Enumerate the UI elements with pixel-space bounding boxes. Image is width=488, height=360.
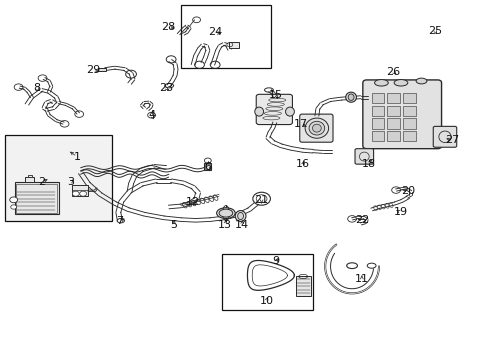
- Text: 8: 8: [33, 83, 40, 93]
- Bar: [228, 42, 238, 48]
- Bar: [5, 135, 112, 221]
- Ellipse shape: [393, 80, 407, 86]
- Text: 9: 9: [272, 256, 279, 266]
- Text: 18: 18: [362, 159, 375, 169]
- Text: 22: 22: [354, 215, 368, 225]
- Text: 17: 17: [293, 119, 307, 129]
- Circle shape: [10, 197, 18, 203]
- Text: 5: 5: [170, 220, 177, 230]
- Text: 11: 11: [354, 274, 368, 284]
- Ellipse shape: [285, 107, 294, 116]
- Text: 26: 26: [386, 67, 400, 77]
- Ellipse shape: [254, 107, 263, 116]
- Bar: [25, 177, 34, 182]
- Ellipse shape: [312, 124, 321, 132]
- Bar: [371, 93, 384, 103]
- Text: 12: 12: [186, 197, 200, 207]
- Ellipse shape: [347, 94, 353, 100]
- Bar: [295, 276, 310, 296]
- Ellipse shape: [305, 118, 328, 138]
- Text: 13: 13: [218, 220, 231, 230]
- Ellipse shape: [308, 121, 324, 135]
- Bar: [402, 93, 415, 103]
- Text: 4: 4: [148, 110, 155, 120]
- FancyBboxPatch shape: [299, 114, 332, 142]
- Bar: [222, 254, 312, 310]
- Circle shape: [80, 191, 86, 196]
- Text: 23: 23: [159, 83, 173, 93]
- FancyBboxPatch shape: [432, 126, 456, 147]
- Ellipse shape: [237, 212, 243, 220]
- Bar: [28, 175, 32, 177]
- Ellipse shape: [345, 92, 356, 102]
- Bar: [386, 106, 399, 116]
- Bar: [386, 131, 399, 141]
- Text: 27: 27: [444, 135, 459, 145]
- Ellipse shape: [219, 209, 232, 217]
- Ellipse shape: [216, 208, 235, 219]
- Bar: [371, 106, 384, 116]
- Bar: [204, 163, 211, 170]
- Bar: [371, 131, 384, 141]
- Text: 25: 25: [427, 26, 441, 36]
- Ellipse shape: [374, 80, 387, 86]
- Text: 10: 10: [259, 296, 273, 306]
- Bar: [386, 118, 399, 129]
- Bar: [98, 68, 105, 71]
- Circle shape: [72, 191, 79, 196]
- Bar: [402, 118, 415, 129]
- Bar: [181, 5, 271, 68]
- Text: 15: 15: [269, 90, 283, 100]
- FancyBboxPatch shape: [354, 149, 373, 164]
- Circle shape: [11, 205, 17, 209]
- Text: 14: 14: [235, 220, 248, 230]
- Bar: [402, 106, 415, 116]
- Bar: [205, 164, 210, 169]
- Text: 3: 3: [67, 177, 74, 187]
- Bar: [371, 118, 384, 129]
- Text: 2: 2: [38, 177, 45, 187]
- Text: 29: 29: [85, 65, 100, 75]
- Text: 6: 6: [204, 162, 211, 172]
- Text: 1: 1: [74, 152, 81, 162]
- Text: 24: 24: [207, 27, 222, 37]
- FancyBboxPatch shape: [362, 80, 441, 149]
- Bar: [15, 182, 59, 214]
- Text: 16: 16: [296, 159, 309, 169]
- FancyBboxPatch shape: [256, 94, 292, 125]
- Ellipse shape: [415, 78, 426, 84]
- Text: 19: 19: [393, 207, 407, 217]
- Bar: [402, 131, 415, 141]
- Ellipse shape: [235, 211, 245, 221]
- Text: 20: 20: [401, 186, 414, 196]
- Text: 28: 28: [161, 22, 176, 32]
- Bar: [72, 185, 88, 196]
- Text: 7: 7: [116, 216, 123, 226]
- Bar: [386, 93, 399, 103]
- Text: 21: 21: [254, 195, 268, 205]
- Bar: [16, 184, 57, 213]
